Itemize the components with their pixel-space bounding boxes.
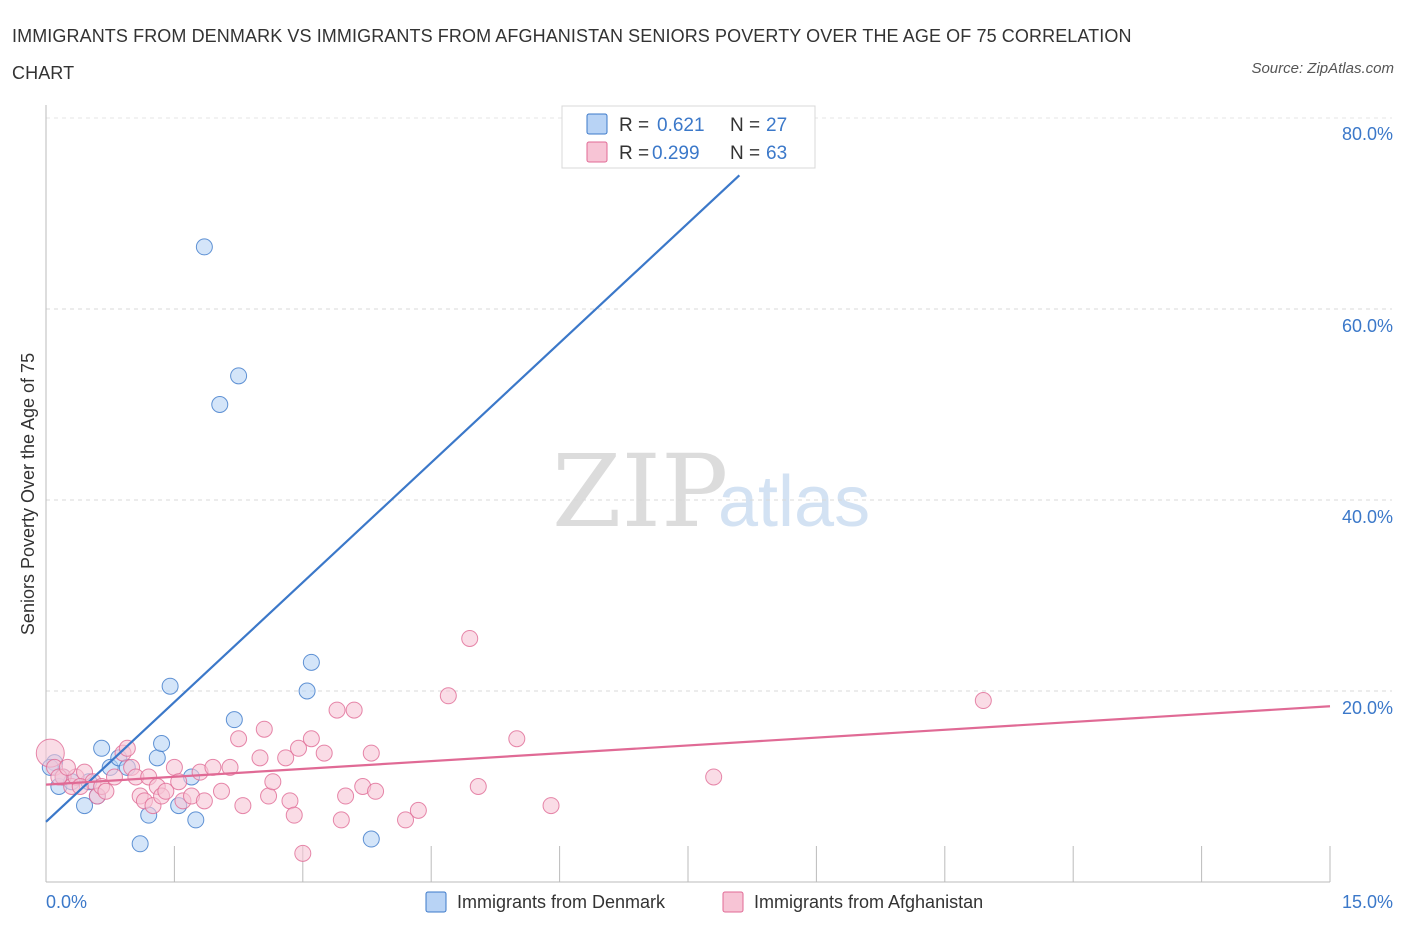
point-denmark-19 — [211, 396, 229, 413]
point-afghanistan-22 — [165, 758, 183, 776]
point-afghanistan-40 — [290, 739, 308, 757]
point-afghanistan-31 — [230, 730, 248, 748]
point-afghanistan-30 — [221, 758, 239, 776]
point-afghanistan-59 — [974, 692, 992, 710]
point-denmark-14 — [161, 677, 179, 695]
point-afghanistan-52 — [409, 801, 427, 819]
point-afghanistan-61 — [71, 778, 89, 795]
bottom-legend-label-denmark: Immigrants from Denmark — [457, 892, 666, 912]
point-denmark-24 — [362, 830, 380, 848]
point-afghanistan-57 — [542, 797, 560, 815]
bottom-legend-swatch-denmark — [425, 891, 447, 913]
point-afghanistan-12 — [118, 739, 136, 757]
y-tick-label-80: 80.0% — [1342, 124, 1393, 144]
bottom-legend-swatch-afghanistan — [722, 891, 744, 913]
point-afghanistan-29 — [212, 782, 230, 800]
point-afghanistan-46 — [337, 787, 355, 805]
point-denmark-22 — [298, 682, 316, 700]
point-afghanistan-34 — [255, 720, 273, 738]
legend-r-value-denmark: 0.621 — [657, 115, 705, 136]
point-afghanistan-47 — [345, 701, 363, 719]
trend-line-afghanistan — [45, 705, 1331, 786]
gridlines — [46, 117, 1392, 692]
x-tick-label-min: 0.0% — [46, 892, 87, 912]
point-afghanistan-49 — [362, 744, 380, 762]
y-tick-label-60: 60.0% — [1342, 316, 1393, 336]
point-afghanistan-51 — [397, 811, 415, 829]
watermark-zip: ZIP — [552, 433, 728, 550]
watermark-atlas: atlas — [718, 462, 870, 542]
point-afghanistan-21 — [157, 782, 175, 800]
x-tick-label-max: 15.0% — [1342, 892, 1393, 912]
legend-swatch-denmark — [586, 113, 608, 135]
point-afghanistan-9 — [97, 782, 115, 800]
point-afghanistan-38 — [281, 792, 299, 810]
point-afghanistan-54 — [461, 629, 479, 647]
point-denmark-13 — [153, 735, 171, 753]
trend-line-denmark — [45, 174, 741, 823]
point-afghanistan-62 — [58, 758, 76, 776]
point-afghanistan-33 — [251, 749, 269, 767]
legend-n-value-denmark: 27 — [766, 115, 787, 136]
point-denmark-17 — [187, 811, 205, 829]
point-afghanistan-35 — [260, 787, 278, 805]
y-axis-label: Seniors Poverty Over the Age of 75 — [18, 353, 38, 635]
point-afghanistan-55 — [469, 778, 487, 795]
y-tick-label-20: 20.0% — [1342, 698, 1393, 718]
point-afghanistan-53 — [439, 687, 457, 705]
legend-n-value-afghanistan: 63 — [766, 143, 787, 164]
point-denmark-21 — [230, 367, 248, 385]
correlation-legend: R = 0.621 N = 27 R = 0.299 N = 63 — [561, 105, 816, 169]
point-denmark-18 — [195, 238, 213, 256]
point-afghanistan-10 — [105, 768, 123, 786]
point-afghanistan-37 — [277, 749, 295, 767]
point-afghanistan-58 — [705, 768, 723, 786]
legend-r-label-afghanistan: R = — [619, 143, 649, 164]
point-afghanistan-45 — [332, 811, 350, 829]
legend-swatch-afghanistan — [586, 141, 608, 163]
point-afghanistan-32 — [234, 797, 252, 815]
point-denmark-20 — [225, 711, 243, 729]
point-denmark-4 — [76, 797, 94, 815]
data-points — [35, 238, 992, 862]
bottom-legend-label-afghanistan: Immigrants from Afghanistan — [754, 892, 983, 912]
point-afghanistan-43 — [315, 744, 333, 762]
legend-n-label-denmark: N = — [730, 115, 760, 136]
point-afghanistan-42 — [302, 730, 320, 748]
point-denmark-23 — [302, 653, 320, 671]
point-afghanistan-56 — [508, 730, 526, 748]
legend-n-label-afghanistan: N = — [730, 143, 760, 164]
point-denmark-10 — [131, 835, 149, 853]
point-denmark-12 — [148, 749, 166, 767]
trend-lines — [45, 174, 1331, 823]
series-legend: Immigrants from Denmark Immigrants from … — [425, 891, 983, 913]
legend-r-label-denmark: R = — [619, 115, 649, 136]
point-afghanistan-44 — [328, 701, 346, 719]
legend-r-value-afghanistan: 0.299 — [652, 143, 700, 164]
chart-title: IMMIGRANTS FROM DENMARK VS IMMIGRANTS FR… — [12, 26, 1132, 83]
y-tick-label-40: 40.0% — [1342, 507, 1393, 527]
point-afghanistan-50 — [367, 782, 385, 800]
point-afghanistan-39 — [285, 806, 303, 824]
point-denmark-6 — [93, 739, 111, 757]
point-afghanistan-36 — [264, 773, 282, 791]
point-afghanistan-27 — [195, 792, 213, 810]
point-afghanistan-41 — [294, 844, 312, 862]
source-credit: Source: ZipAtlas.com — [1251, 60, 1394, 77]
